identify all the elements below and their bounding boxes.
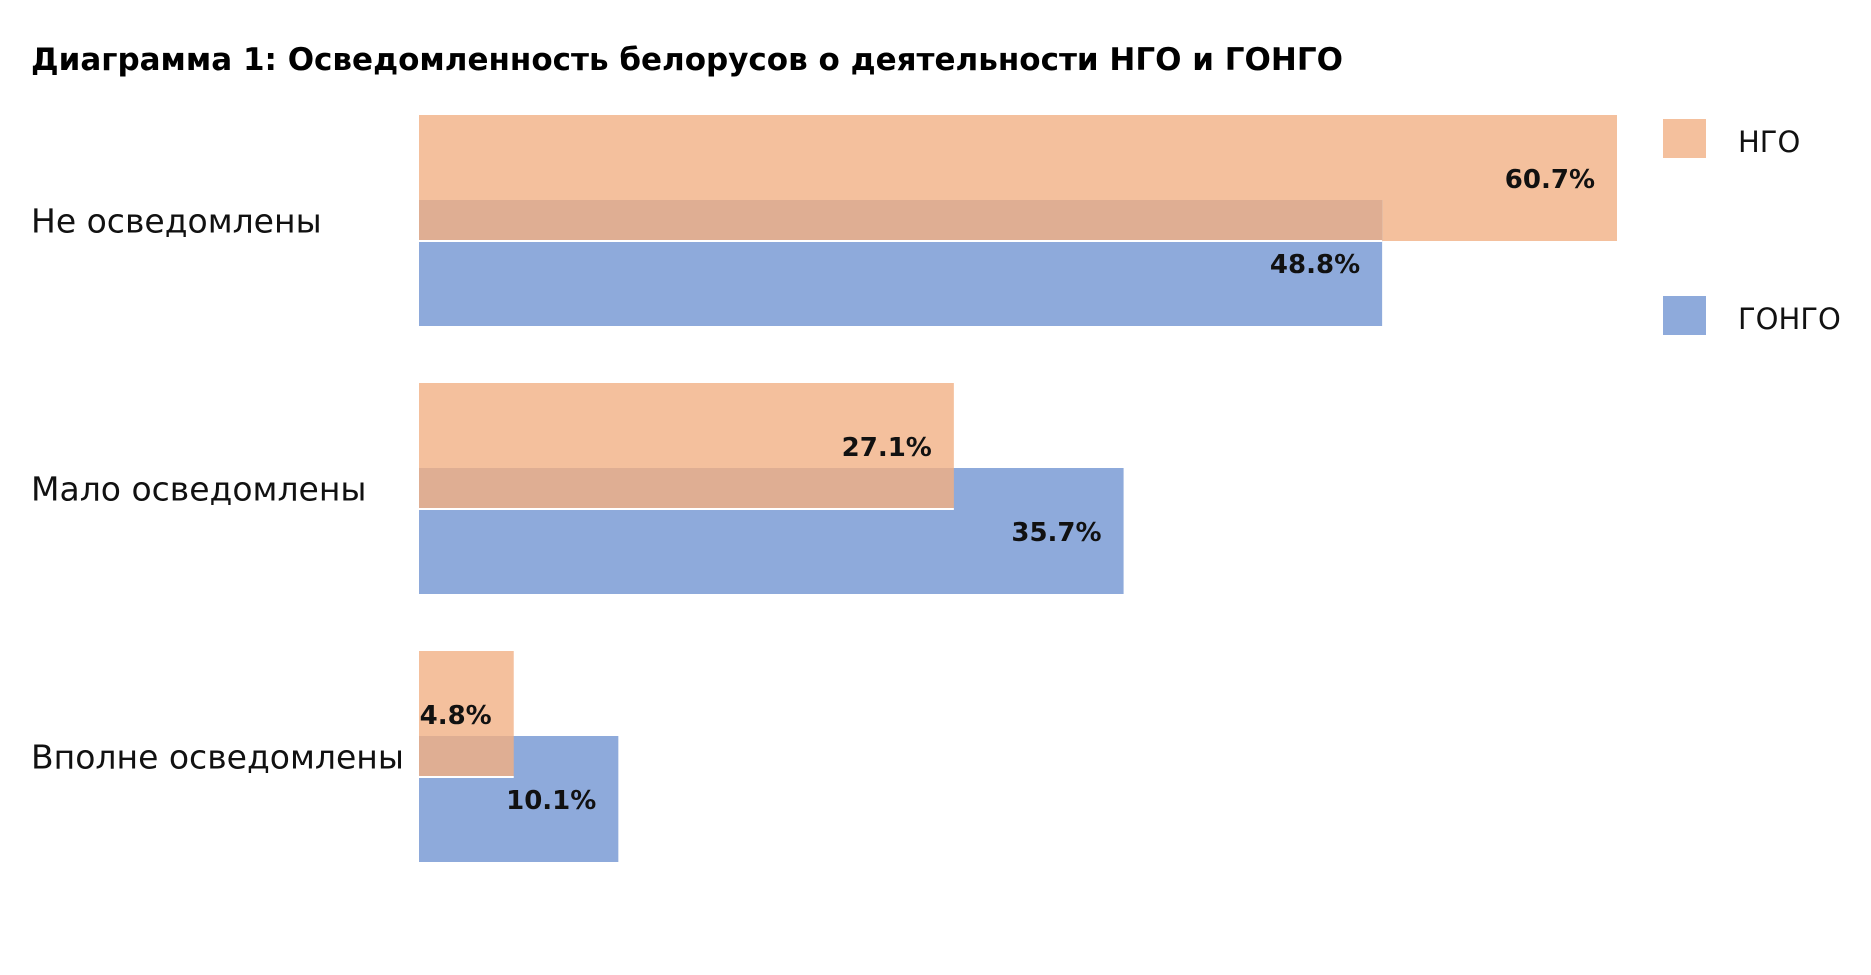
bars-group: 60.7% 48.8% 27.1% 35.7% 4.8% 10.1% xyxy=(419,115,1617,862)
category-labels: Не осведомлены Мало осведомлены Вполне осв… xyxy=(31,202,404,777)
bar-overlap-2 xyxy=(419,736,514,777)
value-label-ngo-1: 27.1% xyxy=(842,433,932,463)
category-label-2: Вполне осведомлены xyxy=(31,738,404,777)
value-label-ngo-2: 4.8% xyxy=(420,701,492,731)
category-label-1: Мало осведомлены xyxy=(31,470,366,509)
legend-label-0: НГО xyxy=(1738,125,1800,159)
legend-swatch-0 xyxy=(1663,119,1706,158)
legend-swatch-1 xyxy=(1663,296,1706,335)
legend: НГО ГОНГО xyxy=(1663,119,1841,336)
category-label-0: Не осведомлены xyxy=(31,202,322,241)
value-label-gongo-0: 48.8% xyxy=(1270,250,1360,280)
bar-overlap-0 xyxy=(419,200,1383,241)
value-label-ngo-0: 60.7% xyxy=(1505,165,1595,195)
value-label-gongo-2: 10.1% xyxy=(506,786,596,816)
legend-label-1: ГОНГО xyxy=(1738,302,1841,336)
bar-overlap-1 xyxy=(419,468,954,509)
value-label-gongo-1: 35.7% xyxy=(1011,518,1101,548)
chart-title: Диаграмма 1: Осведомленность белорусов о… xyxy=(31,42,1343,78)
